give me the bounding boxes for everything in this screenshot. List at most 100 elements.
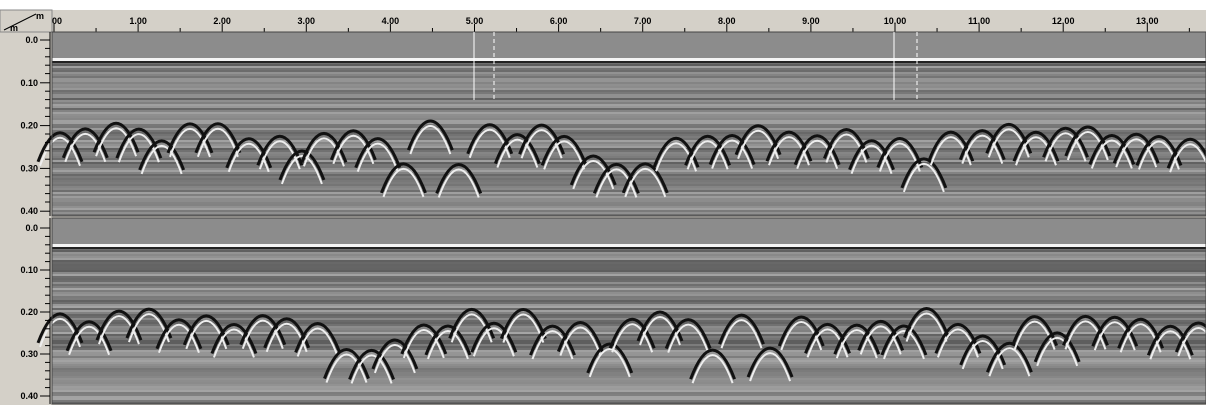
- hyperbola-light: [883, 330, 925, 360]
- texture-band: [52, 106, 1206, 108]
- texture-band: [52, 268, 1206, 270]
- hyperbola-dark: [804, 322, 851, 354]
- surface-reflection: [52, 244, 1206, 247]
- texture-band: [52, 212, 1206, 214]
- hyperbola-dark: [900, 157, 948, 189]
- texture-band: [52, 66, 1206, 68]
- texture-band: [52, 108, 1206, 110]
- texture-band: [52, 148, 1206, 150]
- x-ruler-label: 3.00: [298, 16, 316, 26]
- hyperbola-light: [1036, 336, 1079, 367]
- hyperbola-dark: [61, 127, 109, 159]
- texture-band: [52, 336, 1206, 338]
- hyperbola-light: [472, 327, 515, 357]
- surface-shadow: [52, 61, 1206, 63]
- hyperbola-dark: [1166, 137, 1206, 169]
- texture-band: [52, 348, 1206, 350]
- hyperbola-light: [559, 326, 602, 356]
- texture-band: [52, 288, 1206, 290]
- panel-border: [51, 217, 1206, 405]
- hyperbola-light: [241, 319, 284, 350]
- texture-band: [52, 198, 1206, 200]
- texture-band: [52, 80, 1206, 82]
- hyperbola-dark: [833, 323, 881, 355]
- texture-band: [52, 304, 1206, 306]
- texture-band: [52, 112, 1206, 114]
- texture-band: [52, 322, 1206, 324]
- hyperbola-light: [426, 329, 469, 360]
- hyperbola-dark: [1112, 132, 1160, 164]
- texture-band: [52, 298, 1206, 300]
- hyperbola-light: [1066, 131, 1109, 161]
- hyperbola-light: [572, 160, 615, 190]
- texture-band: [52, 302, 1206, 304]
- depth-label: 0.10: [20, 78, 38, 88]
- hyperbola-dark: [225, 137, 273, 169]
- texture-band: [52, 276, 1206, 278]
- y-unit: m: [10, 23, 18, 33]
- texture-band: [52, 136, 1206, 138]
- hyperbola-light: [1044, 132, 1087, 162]
- texture-band: [52, 70, 1206, 72]
- texture-band: [52, 272, 1206, 274]
- hyperbola-light: [768, 136, 810, 166]
- hyperbola-dark: [934, 322, 982, 354]
- hyperbola-light: [502, 313, 545, 343]
- hyperbola-dark: [793, 134, 841, 166]
- texture-band: [52, 132, 1206, 134]
- hyperbola-dark: [499, 308, 547, 340]
- texture-band: [52, 250, 1206, 252]
- hyperbola-light: [961, 340, 1004, 370]
- texture-band: [52, 338, 1206, 340]
- hyperbola-light: [409, 125, 452, 155]
- x-ruler-label: 4.00: [382, 16, 400, 26]
- texture-band: [52, 88, 1206, 90]
- texture-band: [52, 78, 1206, 80]
- hyperbola-dark: [400, 323, 448, 355]
- texture-band: [52, 384, 1206, 386]
- x-ruler-label: 6.00: [550, 16, 568, 26]
- hyperbola-dark: [1012, 130, 1060, 162]
- hyperbola-light: [711, 139, 754, 169]
- hyperbola-dark: [448, 307, 496, 339]
- texture-band: [52, 204, 1206, 206]
- hyperbola-light: [655, 142, 698, 172]
- hyperbola-dark: [371, 338, 419, 370]
- hyperbola-dark: [664, 318, 712, 350]
- hyperbola-dark: [880, 324, 928, 356]
- hyperbola-dark: [689, 348, 736, 380]
- texture-band: [52, 138, 1206, 140]
- x-ruler-label: 8.00: [718, 16, 736, 26]
- texture-band: [52, 310, 1206, 312]
- texture-band: [52, 378, 1206, 380]
- texture-band: [52, 168, 1206, 170]
- texture-band: [52, 264, 1206, 266]
- hyperbola-light: [835, 329, 878, 359]
- texture-band: [52, 134, 1206, 136]
- hyperbola-light: [450, 313, 493, 343]
- texture-band: [52, 196, 1206, 198]
- hyperbola-dark: [1117, 317, 1165, 349]
- radargram-panel: [36, 217, 1206, 405]
- hyperbola-light: [302, 137, 345, 167]
- texture-band: [52, 292, 1206, 294]
- hyperbola-light: [496, 138, 539, 168]
- hyperbola-dark: [92, 121, 140, 153]
- x-ruler-label: 2.00: [213, 16, 231, 26]
- hyperbola-light: [543, 140, 586, 170]
- hyperbola-light: [325, 353, 368, 383]
- texture-band: [52, 380, 1206, 382]
- hyperbola-dark: [823, 128, 870, 159]
- hyperbola-dark: [746, 346, 794, 378]
- texture-band: [52, 142, 1206, 144]
- texture-band: [52, 370, 1206, 372]
- texture-band: [52, 144, 1206, 146]
- hyperbola-dark: [329, 129, 377, 161]
- hyperbola-light: [280, 155, 323, 185]
- texture-band: [52, 126, 1206, 128]
- hyperbola-dark: [263, 317, 311, 349]
- hyperbola-light: [227, 142, 270, 173]
- hyperbola-dark: [1135, 135, 1183, 166]
- depth-label: 0.30: [20, 163, 38, 173]
- hyperbola-light: [595, 168, 638, 198]
